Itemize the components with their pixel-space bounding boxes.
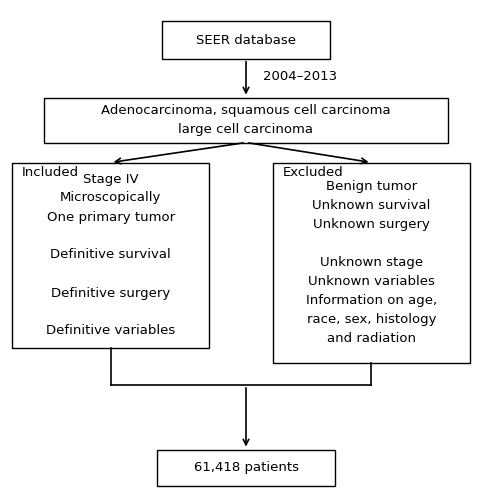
Text: SEER database: SEER database [196, 34, 296, 46]
FancyBboxPatch shape [273, 162, 470, 362]
Text: Included: Included [22, 166, 79, 179]
Text: 2004–2013: 2004–2013 [263, 70, 338, 82]
Text: Excluded: Excluded [283, 166, 343, 179]
FancyBboxPatch shape [44, 98, 448, 142]
FancyBboxPatch shape [12, 162, 209, 348]
Text: 61,418 patients: 61,418 patients [193, 461, 299, 474]
Text: Adenocarcinoma, squamous cell carcinoma
large cell carcinoma: Adenocarcinoma, squamous cell carcinoma … [101, 104, 391, 136]
FancyBboxPatch shape [157, 450, 335, 486]
Text: Benign tumor
Unknown survival
Unknown surgery

Unknown stage
Unknown variables
I: Benign tumor Unknown survival Unknown su… [306, 180, 437, 345]
Text: Stage IV
Microscopically
One primary tumor

Definitive survival

Definitive surg: Stage IV Microscopically One primary tum… [46, 172, 175, 338]
FancyBboxPatch shape [162, 21, 330, 59]
